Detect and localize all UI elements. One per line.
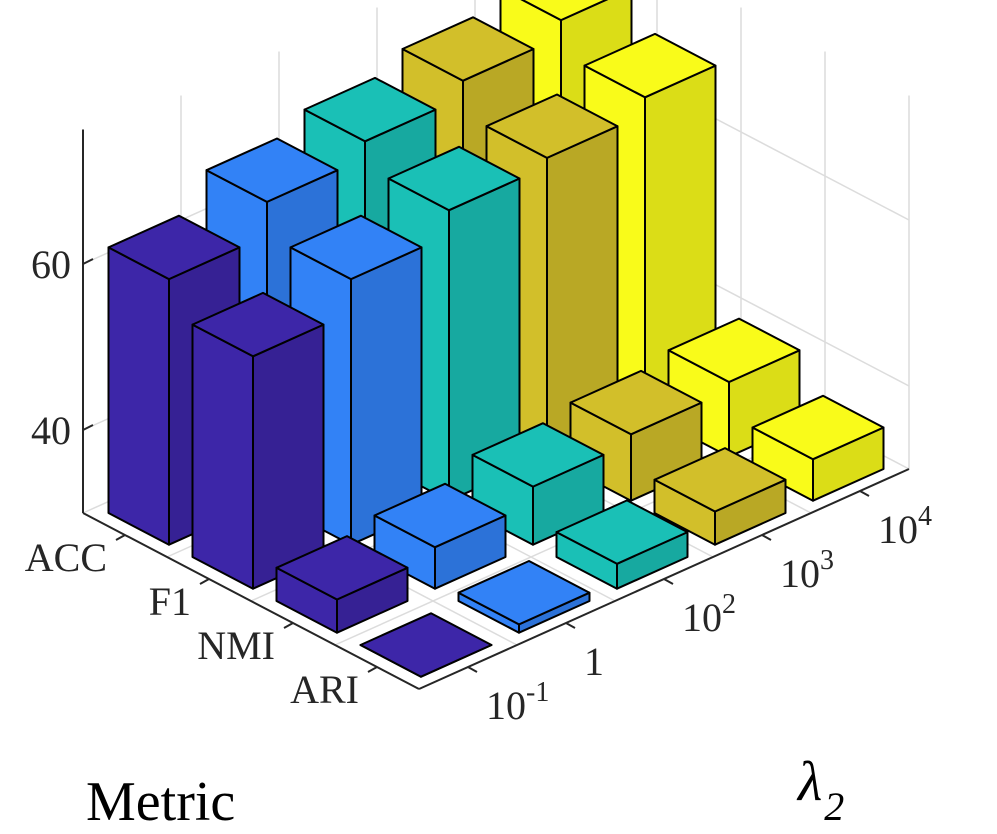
y-tick-label: 104 <box>878 501 932 552</box>
bar-top-face <box>289 214 423 281</box>
bar-top-face <box>401 16 535 82</box>
y-tick <box>761 534 772 541</box>
bar-top-face <box>373 482 507 549</box>
bars <box>107 0 885 678</box>
x-axis-title: Metric <box>86 771 235 833</box>
bar-side-face <box>252 323 325 590</box>
bar-top-face <box>387 145 521 212</box>
bar-top-face <box>485 93 619 159</box>
bar <box>471 422 605 546</box>
x-tick <box>199 578 210 585</box>
bar-top-face <box>303 76 437 143</box>
bar <box>191 291 325 590</box>
bar-top-face <box>107 214 241 281</box>
bar <box>457 560 591 634</box>
bar-front-face <box>191 323 254 590</box>
x-tick-label: F1 <box>149 579 191 624</box>
bar <box>751 394 885 502</box>
bar-top-face <box>653 447 787 513</box>
x-tick-label: ARI <box>290 667 359 712</box>
y-tick-label: 1 <box>584 639 604 684</box>
bar-top-face <box>191 291 325 358</box>
bar-top-face <box>555 499 689 565</box>
bar-top-face <box>359 612 493 678</box>
y-tick <box>859 490 870 497</box>
bar-top-face <box>275 535 409 601</box>
bar-top-face <box>751 394 885 461</box>
x-tick <box>115 534 126 541</box>
bar-front-face <box>107 246 170 546</box>
y-tick-label: 102 <box>682 589 736 640</box>
axes <box>82 129 910 690</box>
bar <box>359 612 493 678</box>
bar-top-face <box>457 560 591 626</box>
y-tick-label: 103 <box>780 545 834 596</box>
z-tick-label: 60 <box>31 242 71 287</box>
bar-top-face <box>569 369 703 436</box>
x-tick <box>367 666 378 673</box>
x-tick <box>283 622 294 629</box>
z-tick <box>82 258 94 265</box>
x-axis-line <box>82 512 420 690</box>
bar <box>555 499 689 590</box>
y-tick-label: 10-1 <box>486 677 549 728</box>
y-axis-title: λ2 <box>796 751 844 829</box>
bar <box>653 447 787 546</box>
bar-top-face <box>471 422 605 488</box>
z-tick <box>82 424 94 431</box>
bar-top-face <box>583 32 717 99</box>
bar <box>373 482 507 590</box>
y-tick <box>467 666 478 673</box>
bar-top-face <box>520 0 609 22</box>
y-tick <box>565 622 576 629</box>
x-tick-label: NMI <box>197 623 275 668</box>
bar-top-face <box>205 137 339 203</box>
z-tick-label: 40 <box>31 408 71 453</box>
bar-top-face <box>667 317 801 383</box>
x-tick-label: ACC <box>25 535 107 580</box>
y-tick <box>663 578 674 585</box>
bar <box>275 535 409 634</box>
